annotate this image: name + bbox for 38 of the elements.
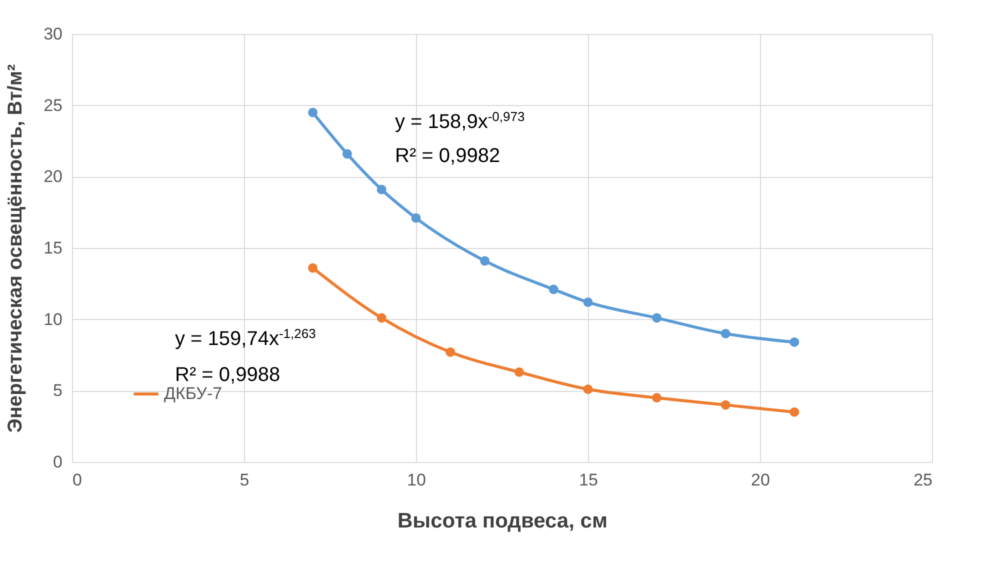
x-tick-label: 0 [72, 470, 82, 490]
x-tick-label: 10 [407, 470, 426, 490]
point [376, 184, 386, 194]
x-tick-label: 15 [579, 470, 598, 490]
point [411, 213, 421, 223]
annotation: R² = 0,9982 [395, 145, 500, 167]
x-axis-title: Высота подвеса, см [398, 510, 608, 532]
point [652, 393, 662, 403]
x-tick-label: 5 [240, 470, 250, 490]
point [720, 400, 730, 410]
point [548, 284, 558, 294]
point [308, 263, 318, 273]
y-tick-label: 15 [44, 238, 62, 258]
y-tick-label: 20 [44, 167, 62, 186]
y-tick-label: 0 [53, 452, 62, 472]
point [376, 313, 386, 323]
point [480, 256, 490, 266]
annotation: y = 159,74x$^{-1,263}$ [175, 326, 316, 350]
y-tick-label: 5 [53, 381, 62, 400]
point [652, 313, 662, 323]
point [514, 367, 524, 377]
point [720, 328, 730, 338]
y-tick-label: 10 [44, 310, 62, 329]
y-axis-title: Энергетическая освещённость, Вт/м² [4, 64, 27, 433]
point [790, 337, 800, 347]
legend-label: ДКБУ-7 [164, 384, 222, 403]
point [583, 384, 593, 394]
point [446, 347, 456, 357]
y-tick-label: 25 [44, 96, 62, 115]
x-tick-label: 25 [914, 470, 932, 490]
x-tick-label: 20 [751, 470, 770, 490]
annotation: y = 158,9x$^{-0,973}$ [395, 108, 525, 133]
point [342, 149, 352, 159]
point [583, 297, 593, 307]
annotation: R² = 0,9988 [175, 364, 280, 386]
y-tick-label: 30 [44, 24, 62, 44]
point [308, 108, 318, 118]
point [790, 407, 800, 417]
